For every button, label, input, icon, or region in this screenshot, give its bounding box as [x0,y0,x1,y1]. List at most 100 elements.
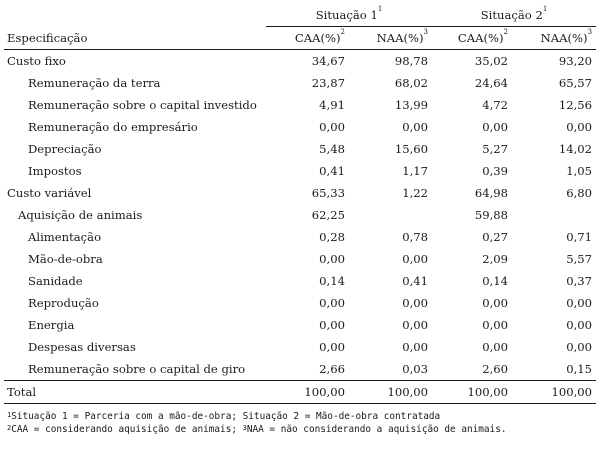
footnote-3-text: NAA = não considerando a aquisição de an… [246,424,507,435]
caa-2-label: CAA(%) [457,31,504,45]
cell-naa-2: 0,00 [566,296,593,310]
naa-1-footnote-mark: 3 [423,28,429,36]
cell-caa-1: 2,66 [319,362,345,376]
table-row: Mão-de-obra 0,00 0,00 2,09 5,57 [4,248,596,270]
table-row: Sanidade 0,14 0,41 0,14 0,37 [4,270,596,292]
total-caa-1: 100,00 [266,380,349,404]
cell-naa-2: 14,02 [558,142,593,156]
cell-naa-1: 0,41 [402,274,429,288]
total-label: Total [4,380,266,404]
cell-naa-2: 12,56 [558,98,593,112]
cell-caa-1: 0,14 [319,274,345,288]
table-row: Reprodução 0,00 0,00 0,00 0,00 [4,292,596,314]
cell-naa-2: 0,71 [566,230,593,244]
cell-caa-2: 0,39 [482,164,509,178]
header-empty-cell [4,4,266,27]
cell-caa-2: 64,98 [474,186,509,200]
situation-1-label: Situação 1 [315,8,378,22]
cell-naa-2: 65,57 [558,76,593,90]
cell-caa-1: 0,00 [319,296,345,310]
cell-caa-2: 35,02 [474,54,509,68]
cell-caa-2: 2,09 [482,252,509,266]
row-label: Mão-de-obra [28,252,103,266]
cell-naa-2: 1,05 [566,164,593,178]
cell-naa-1: 1,22 [402,186,429,200]
cell-caa-2: 24,64 [474,76,509,90]
cell-naa-1: 15,60 [394,142,429,156]
cell-caa-1: 0,00 [319,120,345,134]
cell-naa-1: 0,00 [402,120,429,134]
cell-naa-1: 0,00 [402,296,429,310]
cell-naa-1: 98,78 [394,54,429,68]
row-label: Custo fixo [7,54,66,68]
header-row-columns: Especificação CAA(%)2 NAA(%)3 CAA(%)2 NA… [4,26,597,50]
cell-caa-1: 0,00 [319,252,345,266]
cell-caa-1: 5,48 [319,142,345,156]
cell-caa-1: 62,25 [311,208,345,222]
situation-2-label: Situação 2 [480,8,543,22]
naa-1-label: NAA(%) [376,31,424,45]
row-label: Remuneração do empresário [28,120,198,134]
cell-naa-2: 0,00 [566,120,593,134]
header-row-situations: Situação 11 Situação 21 [4,4,597,27]
cell-naa-1 [349,204,432,226]
cell-naa-2: 5,57 [566,252,593,266]
cell-caa-2: 0,27 [482,230,509,244]
row-label: Reprodução [28,296,99,310]
cell-caa-2: 0,00 [482,318,509,332]
table-row: Custo variável 65,33 1,22 64,98 6,80 [4,182,596,204]
table-row: Alimentação 0,28 0,78 0,27 0,71 [4,226,596,248]
header-situation-1: Situação 11 [266,4,433,27]
cell-naa-1: 68,02 [394,76,429,90]
footnote-2: 2CAA = considerando aquisição de animais… [7,423,507,436]
row-label: Custo variável [7,186,92,200]
situation-1-footnote-mark: 1 [377,5,383,13]
row-label: Aquisição de animais [18,208,143,222]
row-label: Alimentação [28,230,102,244]
header-naa-2: NAA(%)3 [512,26,597,50]
table-row: Remuneração sobre o capital de giro 2,66 0… [4,358,596,381]
cell-naa-2: 0,00 [566,340,593,354]
table-row: Despesas diversas 0,00 0,00 0,00 0,00 [4,336,596,358]
cell-caa-2: 2,60 [482,362,509,376]
cell-caa-1: 23,87 [311,76,345,90]
cell-naa-1: 0,00 [402,340,429,354]
header-situation-2: Situação 21 [432,4,597,27]
table-row: Remuneração da terra 23,87 68,02 24,64 65,57 [4,72,596,94]
cell-caa-2: 0,00 [482,120,509,134]
cell-naa-1: 0,78 [402,230,429,244]
row-label: Despesas diversas [28,340,136,354]
cell-caa-2: 0,00 [482,340,509,354]
header-caa-2: CAA(%)2 [432,26,513,50]
cell-naa-1: 1,17 [402,164,429,178]
cell-naa-2: 0,37 [566,274,593,288]
footnote-1-text: Situação 1 = Parceria com a mão-de-obra;… [11,411,441,422]
cell-naa-2 [512,204,596,226]
total-caa-2: 100,00 [432,380,513,404]
cell-caa-1: 34,67 [311,54,345,68]
table-row: Energia 0,00 0,00 0,00 0,00 [4,314,596,336]
cell-naa-1: 0,03 [402,362,429,376]
cell-caa-2: 0,14 [482,274,509,288]
total-naa-1: 100,00 [349,380,433,404]
cell-naa-1: 0,00 [402,318,429,332]
cell-caa-1: 65,33 [311,186,345,200]
caa-1-footnote-mark: 2 [340,28,345,36]
cell-caa-2: 5,27 [482,142,509,156]
header-caa-1: CAA(%)2 [266,26,349,50]
cost-table: Situação 11 Situação 21 Especificação CA… [4,4,597,404]
naa-2-label: NAA(%) [540,31,588,45]
cell-caa-1: 0,28 [319,230,345,244]
row-label: Sanidade [28,274,83,288]
cell-caa-1: 0,00 [319,318,345,332]
footnote-2-text: CAA = considerando aquisição de animais; [11,424,243,435]
cell-naa-2: 0,00 [566,318,593,332]
footnote-1-mark: 1 [7,411,12,419]
cell-naa-1: 13,99 [394,98,429,112]
row-label: Remuneração sobre o capital investido [28,98,257,112]
row-label: Energia [28,318,75,332]
cell-caa-1: 4,91 [319,98,345,112]
header-especificacao: Especificação [4,26,266,50]
caa-2-footnote-mark: 2 [503,28,509,36]
total-row: Total 100,00 100,00 100,00 100,00 [4,380,597,404]
